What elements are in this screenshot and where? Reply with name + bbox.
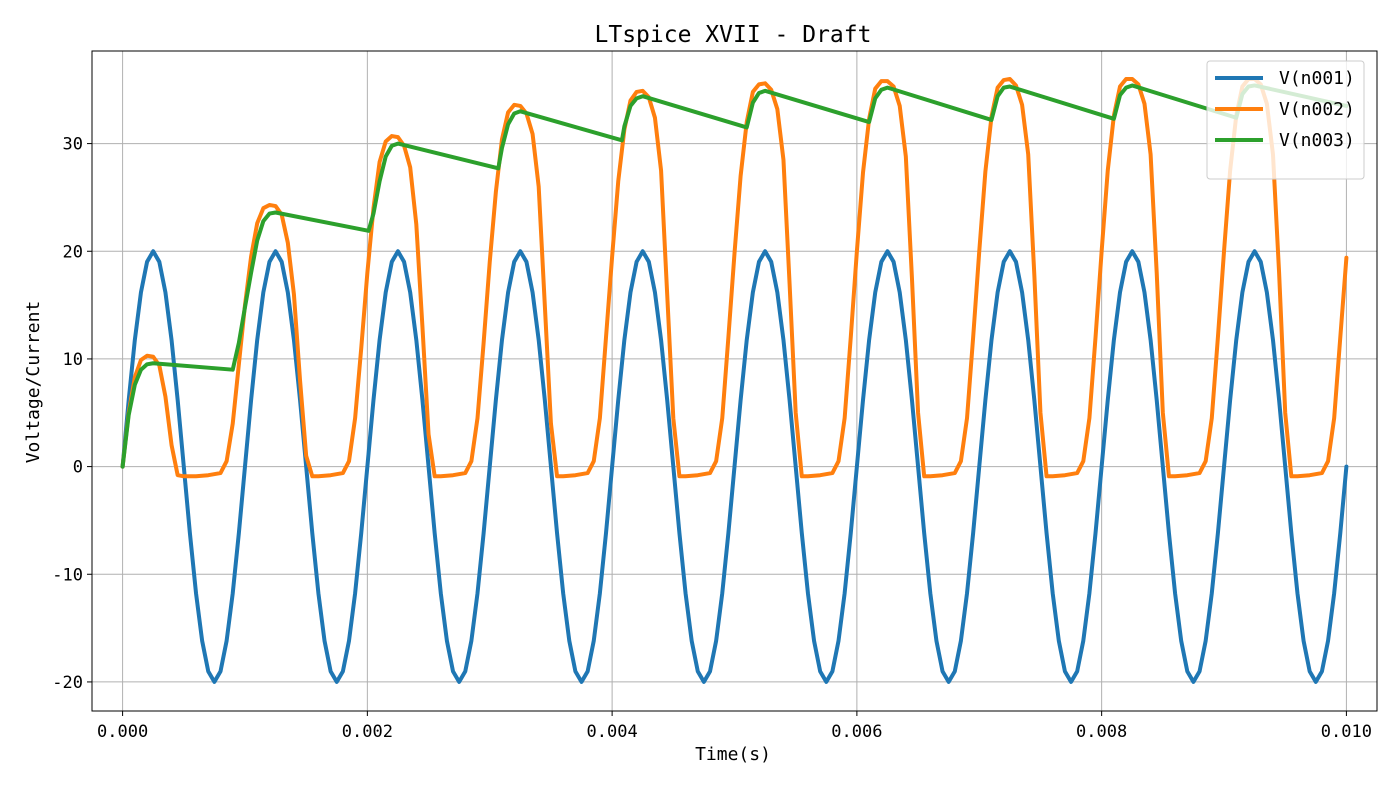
axis-ticks: 0.000 0.002 0.004 0.006 0.008 0.010 -20 -10 0 10 2…	[52, 135, 1372, 742]
legend-box	[1206, 60, 1365, 180]
series-line-3	[120, 83, 1349, 469]
y-tick-label: -20	[52, 673, 83, 693]
y-tick-label: 10	[63, 350, 83, 370]
x-tick-label: 0.010	[1321, 722, 1372, 742]
chart-title: LTspice XVII - Draft	[595, 22, 872, 48]
y-tick-label: -10	[52, 565, 83, 585]
x-tick-label: 0.004	[587, 722, 638, 742]
series-lines	[120, 76, 1349, 684]
x-axis-label: Time(s)	[695, 744, 771, 765]
plot-frame	[91, 50, 1378, 712]
legend-label: V(n001)	[1279, 68, 1355, 89]
y-tick-label: 0	[73, 458, 83, 478]
x-tick-label: 0.000	[97, 722, 148, 742]
x-tick-label: 0.008	[1076, 722, 1127, 742]
legend: V(n001) V(n002) V(n003)	[1206, 60, 1365, 180]
x-tick-label: 0.002	[342, 722, 393, 742]
series-line-1	[120, 249, 1349, 684]
x-tick-label: 0.006	[831, 722, 882, 742]
y-axis-label: Voltage/Current	[23, 301, 44, 464]
y-tick-label: 30	[63, 135, 83, 155]
legend-label: V(n003)	[1279, 130, 1355, 151]
y-tick-label: 20	[63, 242, 83, 262]
legend-label: V(n002)	[1279, 99, 1355, 120]
